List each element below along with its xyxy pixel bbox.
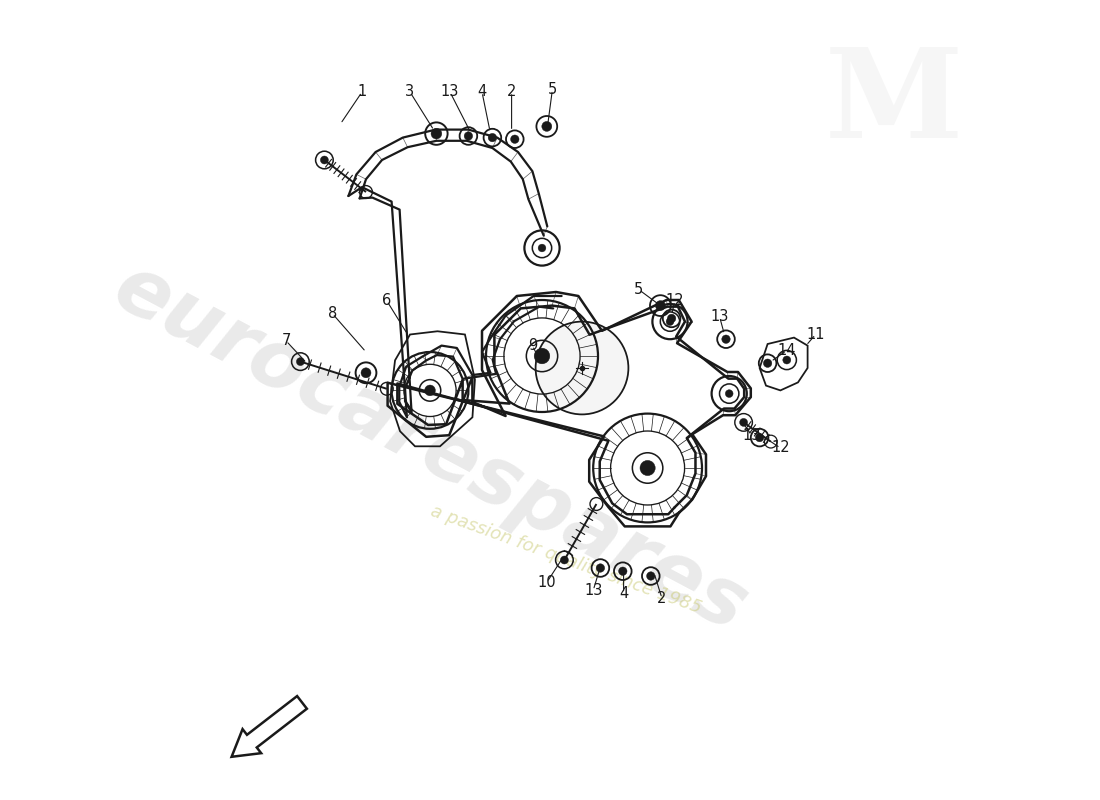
Circle shape xyxy=(763,359,772,367)
Text: 5: 5 xyxy=(635,282,643,297)
Text: M: M xyxy=(825,43,964,165)
Circle shape xyxy=(425,385,436,396)
Circle shape xyxy=(783,356,791,364)
Text: 2: 2 xyxy=(507,85,516,99)
Text: 6: 6 xyxy=(382,294,392,308)
Text: 13: 13 xyxy=(584,583,603,598)
Text: a passion for quality since 1985: a passion for quality since 1985 xyxy=(428,502,704,618)
Text: 9: 9 xyxy=(528,338,537,353)
Text: 7: 7 xyxy=(282,334,290,348)
Text: 3: 3 xyxy=(406,85,415,99)
Text: 13: 13 xyxy=(711,310,729,324)
Circle shape xyxy=(640,460,656,476)
Text: 5: 5 xyxy=(548,82,557,97)
Circle shape xyxy=(464,132,473,140)
Circle shape xyxy=(647,572,654,580)
Circle shape xyxy=(488,134,496,142)
Circle shape xyxy=(361,368,371,378)
Circle shape xyxy=(667,318,674,326)
Circle shape xyxy=(596,564,605,572)
Text: 1: 1 xyxy=(358,85,366,99)
Circle shape xyxy=(739,418,748,426)
Text: 4: 4 xyxy=(477,85,486,99)
Circle shape xyxy=(725,390,733,398)
Text: 10: 10 xyxy=(538,575,557,590)
Circle shape xyxy=(756,434,763,442)
Text: 12: 12 xyxy=(771,441,790,455)
Text: 13: 13 xyxy=(441,85,459,99)
Text: 12: 12 xyxy=(666,294,684,308)
Text: 4: 4 xyxy=(619,586,628,601)
Text: 2: 2 xyxy=(658,591,667,606)
Circle shape xyxy=(535,348,550,364)
Text: 13: 13 xyxy=(742,428,761,442)
Circle shape xyxy=(296,358,305,366)
Circle shape xyxy=(320,156,329,164)
FancyArrow shape xyxy=(232,696,307,757)
Text: eurocarespares: eurocarespares xyxy=(100,248,760,648)
Circle shape xyxy=(560,556,569,564)
Circle shape xyxy=(536,322,628,414)
Circle shape xyxy=(538,244,546,252)
Circle shape xyxy=(618,567,627,575)
Text: 11: 11 xyxy=(806,327,825,342)
Circle shape xyxy=(656,301,666,310)
Circle shape xyxy=(431,128,442,139)
Text: 8: 8 xyxy=(328,306,337,321)
Circle shape xyxy=(668,314,675,322)
Circle shape xyxy=(542,122,552,131)
Text: 14: 14 xyxy=(778,343,796,358)
Circle shape xyxy=(722,335,730,343)
Circle shape xyxy=(510,135,519,143)
